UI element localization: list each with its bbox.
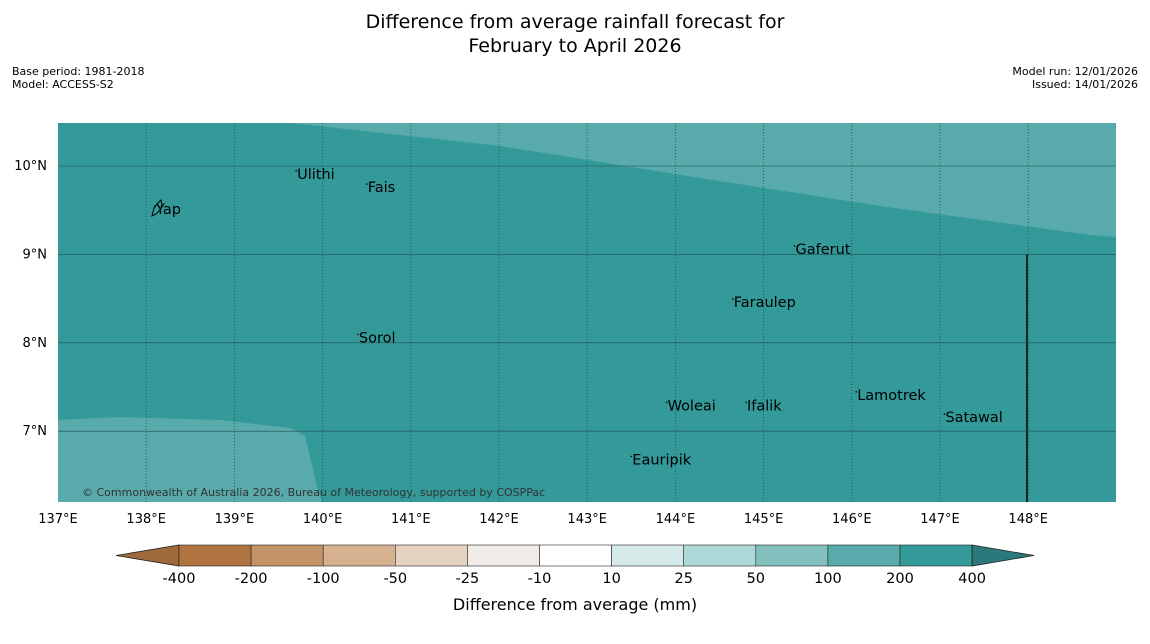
- longitude-tick-label: 147°E: [920, 512, 960, 527]
- place-label: Woleai: [668, 398, 716, 414]
- longitude-tick-label: 140°E: [303, 512, 343, 527]
- latitude-labels: 10°N 9°N 8°N 7°N: [14, 159, 47, 439]
- colorbar-segment: [539, 544, 612, 567]
- colorbar-segment: [467, 544, 540, 567]
- graticule: [58, 123, 1116, 502]
- latitude-tick-label: 7°N: [23, 424, 48, 439]
- yap-island-outline: [151, 198, 163, 217]
- longitude-tick-label: 141°E: [391, 512, 431, 527]
- model-name: Model: ACCESS-S2: [12, 78, 114, 91]
- longitude-tick-label: 137°E: [38, 512, 78, 527]
- title-line-2: February to April 2026: [468, 35, 682, 57]
- place-marker: [943, 413, 946, 415]
- chart-title: Difference from average rainfall forecas…: [0, 10, 1150, 58]
- place-label: Yap: [155, 202, 181, 218]
- issued-date: Issued: 14/01/2026: [1031, 78, 1138, 91]
- latitude-tick-label: 8°N: [23, 336, 48, 351]
- meta-left: Base period: 1981-2018 Model: ACCESS-S2: [12, 65, 144, 91]
- latitude-tick-label: 10°N: [14, 159, 47, 174]
- model-run: Model run: 12/01/2026: [1012, 65, 1138, 78]
- colorbar-segment: [899, 544, 973, 567]
- place-label: Sorol: [359, 330, 396, 346]
- colorbar-tick-label: -10: [528, 571, 552, 587]
- longitude-labels: 137°E 138°E 139°E 140°E 141°E 142°E 143°E 144°E…: [38, 512, 1048, 527]
- longitude-tick-label: 146°E: [832, 512, 872, 527]
- colorbar-segment: [683, 544, 757, 567]
- colorbar-segment: [827, 544, 901, 567]
- colorbar-tick-label: -400: [163, 571, 196, 587]
- place-marker: [357, 333, 359, 336]
- colorbar-tick-label: 100: [814, 571, 842, 587]
- place-marker: [295, 170, 297, 172]
- place-label: Satawal: [945, 410, 1002, 426]
- legend-label: Difference from average (mm): [453, 595, 697, 614]
- place-label: Eauripik: [632, 452, 691, 468]
- colorbar-tick-label: 200: [886, 571, 914, 587]
- place-label: Gaferut: [795, 242, 850, 258]
- colorbar-segment: [250, 544, 324, 567]
- colorbar-segment: [394, 544, 468, 567]
- colorbar-tick-label: 10: [602, 571, 620, 587]
- longitude-tick-label: 142°E: [479, 512, 519, 527]
- colorbar-segment: [611, 544, 684, 567]
- map-region-lighter-southwest: [58, 417, 322, 502]
- colorbar-tick-label: 25: [674, 571, 692, 587]
- colorbar-extend-low: [115, 544, 180, 567]
- map-region-lighter-north: [290, 123, 1116, 237]
- longitude-tick-label: 144°E: [656, 512, 696, 527]
- colorbar-extend-high: [971, 544, 1035, 567]
- colorbar-segment: [755, 544, 829, 567]
- colorbar-legend: -400 -200 -100 -50 -25 -10 10 25 50 100 200 400: [115, 544, 1035, 587]
- place-marker: [793, 245, 796, 247]
- colorbar-tick-label: -25: [456, 571, 480, 587]
- colorbar-segment: [322, 544, 396, 567]
- place-label: Ifalik: [747, 398, 782, 414]
- place-marker: [630, 455, 633, 458]
- place-label: Fais: [368, 180, 395, 196]
- place-marker: [365, 183, 368, 185]
- colorbar-tick-label: -100: [307, 571, 340, 587]
- longitude-tick-label: 138°E: [126, 512, 166, 527]
- longitude-tick-label: 139°E: [215, 512, 255, 527]
- title-line-1: Difference from average rainfall forecas…: [365, 11, 785, 33]
- colorbar-tick-label: -50: [383, 571, 407, 587]
- base-period: Base period: 1981-2018: [12, 65, 145, 78]
- place-label: Lamotrek: [857, 388, 926, 404]
- colorbar-segment: [178, 544, 252, 567]
- colorbar-tick-label: 50: [747, 571, 765, 587]
- place-marker: [731, 298, 734, 300]
- longitude-tick-label: 148°E: [1008, 512, 1048, 527]
- colorbar-tick-label: 400: [958, 571, 986, 587]
- latitude-tick-label: 9°N: [23, 247, 48, 262]
- place-label: Faraulep: [734, 295, 796, 311]
- place-marker: [154, 205, 156, 207]
- place-labels: Yap Ulithi Fais Gaferut Faraulep Sorol Lamotre…: [154, 167, 1003, 468]
- place-marker: [855, 391, 858, 393]
- meta-right: Model run: 12/01/2026 Issued: 14/01/2026: [1012, 65, 1138, 91]
- place-label: Ulithi: [297, 167, 335, 183]
- place-marker: [745, 401, 747, 404]
- colorbar-tick-label: -200: [235, 571, 268, 587]
- longitude-tick-label: 143°E: [567, 512, 607, 527]
- place-marker: [665, 401, 668, 404]
- longitude-tick-label: 145°E: [744, 512, 784, 527]
- copyright-notice: © Commonwealth of Australia 2026, Bureau…: [82, 486, 545, 499]
